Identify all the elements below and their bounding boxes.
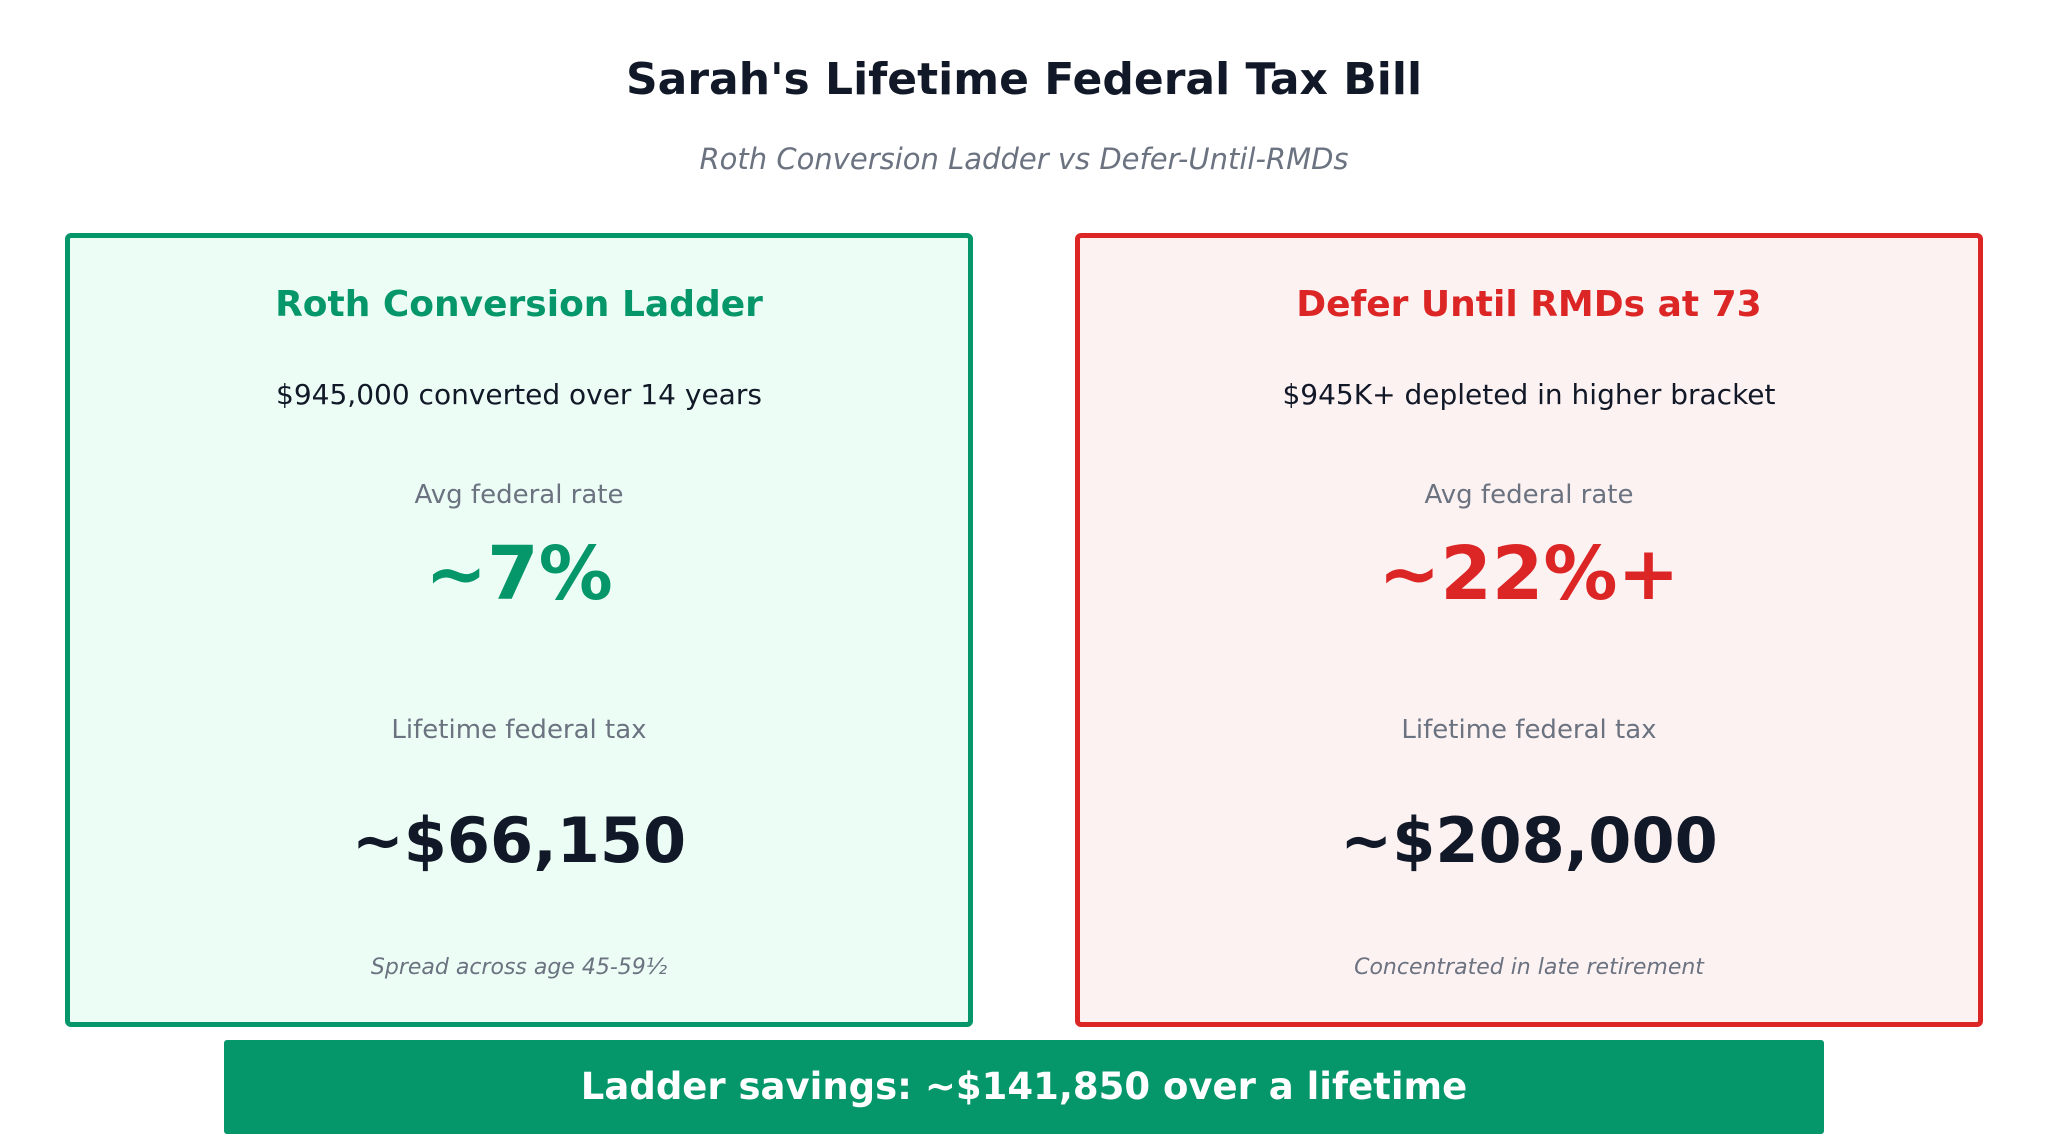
card-description: $945K+ depleted in higher bracket xyxy=(1282,378,1776,411)
avg-rate-value: ~7% xyxy=(425,531,613,617)
defer-rmd-card: Defer Until RMDs at 73 $945K+ depleted i… xyxy=(1075,233,1983,1027)
card-title: Defer Until RMDs at 73 xyxy=(1296,284,1762,325)
lifetime-tax-value: ~$66,150 xyxy=(351,804,687,877)
savings-banner: Ladder savings: ~$141,850 over a lifetim… xyxy=(224,1040,1824,1134)
avg-rate-label: Avg federal rate xyxy=(1424,480,1634,510)
avg-rate-value: ~22%+ xyxy=(1378,531,1680,617)
lifetime-tax-value: ~$208,000 xyxy=(1340,804,1718,877)
lifetime-tax-label: Lifetime federal tax xyxy=(1401,715,1657,745)
avg-rate-label: Avg federal rate xyxy=(414,480,624,510)
lifetime-tax-label: Lifetime federal tax xyxy=(391,715,647,745)
page-subtitle: Roth Conversion Ladder vs Defer-Until-RM… xyxy=(699,142,1349,176)
card-note: Concentrated in late retirement xyxy=(1354,955,1704,980)
card-title: Roth Conversion Ladder xyxy=(275,284,763,325)
card-note: Spread across age 45-59½ xyxy=(370,955,668,980)
card-description: $945,000 converted over 14 years xyxy=(276,378,762,411)
page-title: Sarah's Lifetime Federal Tax Bill xyxy=(625,54,1423,105)
roth-ladder-card: Roth Conversion Ladder $945,000 converte… xyxy=(65,233,973,1027)
